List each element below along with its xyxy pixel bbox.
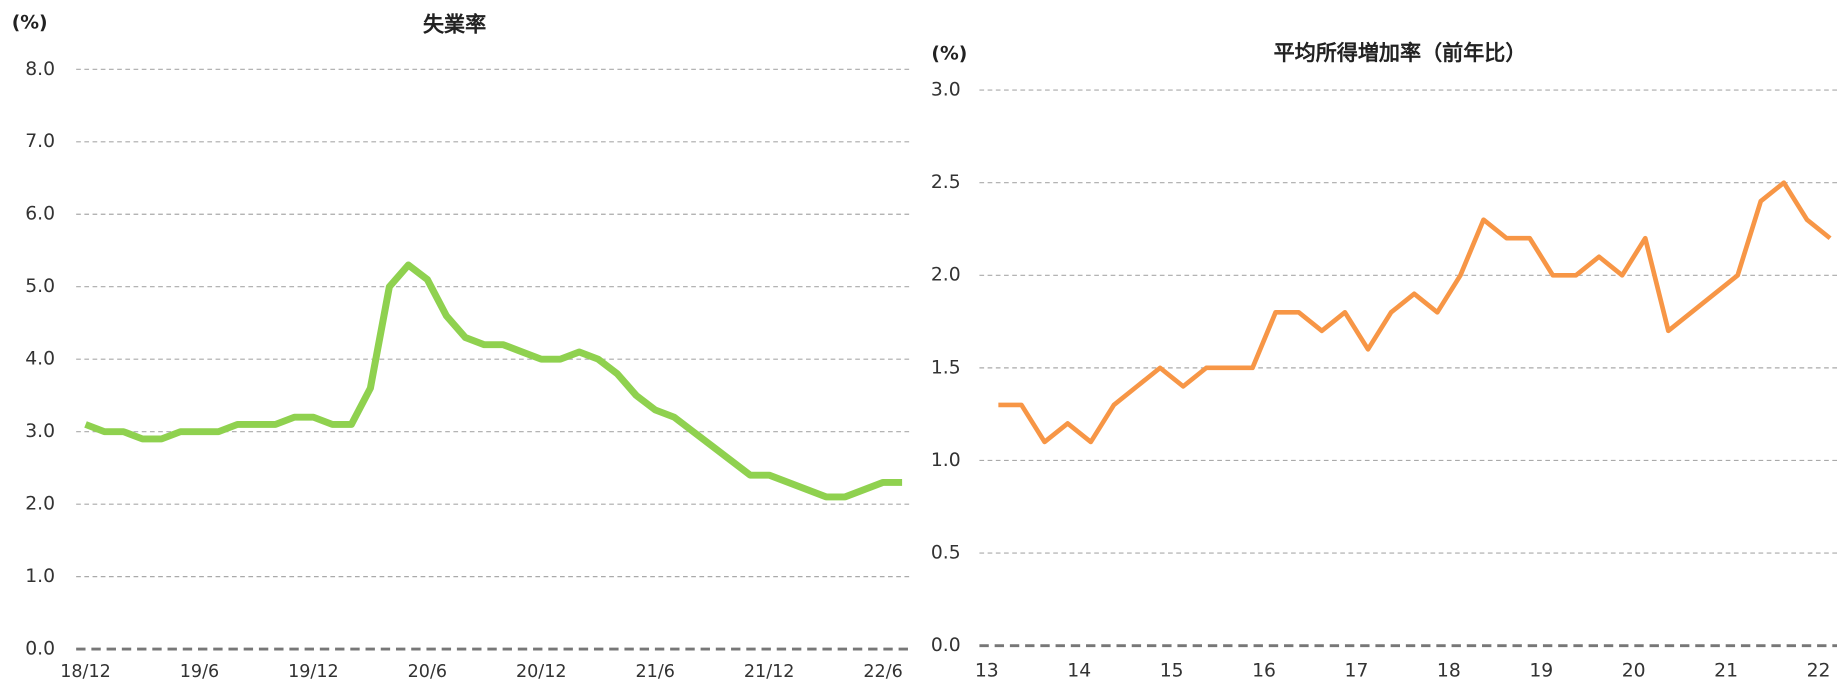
x-tick-label: 21/12 — [744, 662, 795, 682]
y-tick-label: 3.0 — [931, 80, 961, 101]
x-tick-label: 15 — [1160, 661, 1184, 682]
y-tick-label: 8.0 — [25, 59, 55, 80]
x-tick-label: 17 — [1345, 661, 1369, 682]
x-tick-label: 20/6 — [408, 662, 447, 682]
y-tick-label: 7.0 — [25, 131, 55, 152]
x-tick-label: 22 — [1807, 661, 1831, 682]
y-tick-label: 1.0 — [931, 450, 961, 471]
y-tick-label: 0.0 — [25, 639, 55, 660]
y-tick-label: 1.5 — [931, 357, 961, 378]
y-axis-unit: (%) — [931, 44, 967, 65]
y-tick-label: 4.0 — [25, 349, 55, 370]
y-tick-label: 5.0 — [25, 276, 55, 297]
chart-title: 失業率 — [423, 13, 486, 37]
y-tick-label: 3.0 — [25, 421, 55, 442]
x-tick-label: 22/6 — [863, 662, 902, 682]
y-tick-label: 2.0 — [25, 494, 55, 515]
x-tick-label: 18/12 — [60, 662, 111, 682]
x-tick-label: 20/12 — [516, 662, 567, 682]
y-tick-label: 1.0 — [25, 566, 55, 587]
x-tick-label: 14 — [1067, 661, 1091, 682]
data-line — [998, 180, 1832, 445]
y-tick-label: 2.5 — [931, 172, 961, 193]
y-tick-label: 0.0 — [931, 635, 961, 656]
x-tick-label: 19/12 — [288, 662, 339, 682]
x-tick-label: 19 — [1529, 661, 1553, 682]
y-axis-unit: (%) — [12, 13, 48, 34]
x-tick-label: 21/6 — [636, 662, 675, 682]
x-tick-label: 18 — [1437, 661, 1461, 682]
x-tick-label: 19/6 — [180, 662, 219, 682]
chart-title: 平均所得増加率（前年比） — [1274, 41, 1527, 65]
y-tick-label: 6.0 — [25, 204, 55, 225]
x-tick-label: 16 — [1252, 661, 1276, 682]
x-tick-label: 13 — [975, 661, 999, 682]
x-tick-label: 21 — [1714, 661, 1738, 682]
y-tick-label: 2.0 — [931, 265, 961, 286]
y-tick-label: 0.5 — [931, 543, 961, 564]
data-line — [84, 261, 903, 501]
x-tick-label: 20 — [1622, 661, 1646, 682]
